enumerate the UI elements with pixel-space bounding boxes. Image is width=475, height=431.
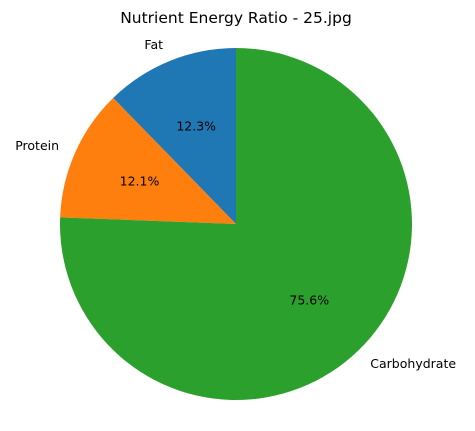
pie-labels: Fat 12.3% Protein 12.1% Carbohydrate 75.6% [15,37,456,371]
chart-title: Nutrient Energy Ratio - 25.jpg [120,9,352,27]
pie-slice-fat [113,48,236,224]
slice-label-carbohydrate: Carbohydrate [370,356,456,371]
slice-percent-carbohydrate: 75.6% [289,293,329,308]
slice-label-fat: Fat [144,37,163,52]
slice-label-protein: Protein [15,138,59,153]
pie-slice-carbohydrate [59,48,412,400]
slice-percent-fat: 12.3% [176,119,216,134]
slice-percent-protein: 12.1% [120,174,160,189]
pie-slices [59,48,412,400]
pie-slice-protein [60,97,236,224]
